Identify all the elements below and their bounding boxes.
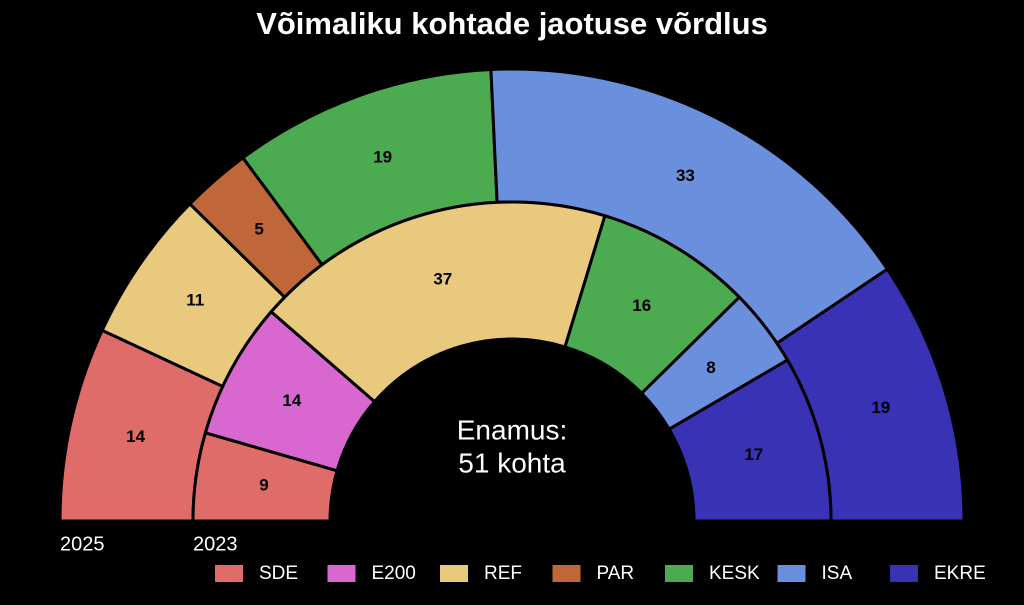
center-label: 51 kohta	[458, 447, 566, 478]
value-label: 19	[871, 398, 890, 417]
legend-label: PAR	[597, 563, 635, 584]
legend-swatch	[215, 565, 243, 582]
legend-label: REF	[484, 563, 522, 584]
legend-swatch	[552, 565, 581, 582]
value-label: 9	[259, 476, 268, 495]
legend-swatch	[890, 565, 918, 582]
value-label: 16	[632, 296, 651, 315]
chart-title: Võimaliku kohtade jaotuse võrdlus	[256, 6, 768, 41]
center-label: Enamus:	[457, 414, 568, 445]
value-label: 14	[126, 427, 145, 446]
value-label: 11	[186, 291, 204, 310]
value-label: 17	[744, 445, 763, 464]
value-label: 8	[706, 358, 715, 377]
legend-swatch	[777, 565, 806, 582]
legend-label: E200	[372, 563, 416, 584]
legend-label: SDE	[259, 563, 298, 584]
legend-label: EKRE	[934, 563, 986, 584]
value-label: 5	[254, 220, 263, 239]
value-label: 33	[676, 166, 695, 185]
segment	[269, 200, 607, 404]
legend-swatch	[665, 565, 693, 582]
value-label: 19	[373, 147, 392, 166]
value-label: 37	[433, 270, 452, 289]
ring-label: 2025	[60, 533, 105, 555]
ring-label: 2023	[193, 533, 238, 555]
legend-label: KESK	[709, 563, 760, 584]
segment	[667, 358, 833, 523]
legend-swatch	[440, 565, 468, 582]
legend-label: ISA	[822, 563, 853, 584]
legend-swatch	[327, 565, 356, 582]
value-label: 14	[282, 391, 301, 410]
